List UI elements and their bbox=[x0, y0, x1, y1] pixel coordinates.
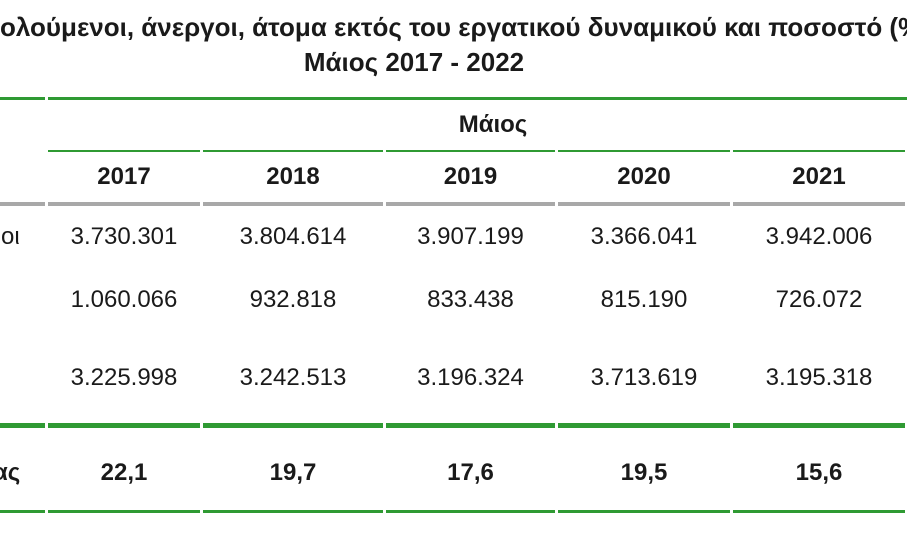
data-cell: 1.060.066 bbox=[70, 286, 178, 313]
data-cell: 3.730.301 bbox=[70, 223, 178, 250]
year-header-row: 2017 2018 2019 2020 2021 bbox=[0, 150, 907, 206]
row-label bbox=[0, 332, 45, 428]
data-cell: 3.196.324 bbox=[386, 332, 555, 428]
data-cell: 3.366.041 bbox=[590, 223, 698, 250]
data-cell: 932.818 bbox=[249, 286, 337, 313]
data-cell: 17,6 bbox=[386, 428, 555, 513]
data-cell: 3.195.318 bbox=[733, 332, 905, 428]
data-cell: 22,1 bbox=[48, 428, 200, 513]
data-cell: 3.804.614 bbox=[239, 223, 347, 250]
data-cell: 726.072 bbox=[775, 286, 863, 313]
data-cell: 19,5 bbox=[558, 428, 730, 513]
data-cell: 3.242.513 bbox=[203, 332, 383, 428]
data-cell: 3.225.998 bbox=[48, 332, 200, 428]
year-header: 2018 bbox=[203, 150, 383, 206]
table-row: 1.060.066 932.818 833.438 815.190 726.07… bbox=[0, 268, 907, 332]
year-header: 2019 bbox=[386, 150, 555, 206]
statistics-table: Μάιος 2017 2018 2019 2020 2021 οι 3.730.… bbox=[0, 97, 907, 513]
row-label: ας bbox=[0, 428, 45, 513]
label-column-header bbox=[0, 97, 45, 150]
row-label bbox=[0, 268, 45, 332]
data-cell: 833.438 bbox=[427, 286, 514, 313]
data-cell: 3.942.006 bbox=[765, 223, 873, 250]
data-cell: 15,6 bbox=[733, 428, 905, 513]
table-row: 3.225.998 3.242.513 3.196.324 3.713.619 … bbox=[0, 332, 907, 428]
table-row-rate: ας 22,1 19,7 17,6 19,5 15,6 bbox=[0, 428, 907, 513]
data-cell: 3.907.199 bbox=[417, 223, 524, 250]
group-header-row: Μάιος bbox=[0, 97, 907, 150]
year-header: 2020 bbox=[558, 150, 730, 206]
row-label: οι bbox=[1, 223, 20, 250]
group-header-cell: Μάιος bbox=[48, 97, 907, 150]
data-cell: 3.713.619 bbox=[558, 332, 730, 428]
table-title: ολούμενοι, άνεργοι, άτομα εκτός του εργα… bbox=[0, 12, 907, 42]
table-row: οι 3.730.301 3.804.614 3.907.199 3.366.0… bbox=[0, 206, 907, 268]
year-header: 2017 bbox=[48, 150, 200, 206]
year-header: 2021 bbox=[733, 150, 905, 206]
data-cell: 19,7 bbox=[203, 428, 383, 513]
data-cell: 815.190 bbox=[600, 286, 688, 313]
label-column-header bbox=[0, 150, 45, 206]
table-subtitle: Μάιος 2017 - 2022 bbox=[303, 47, 525, 77]
